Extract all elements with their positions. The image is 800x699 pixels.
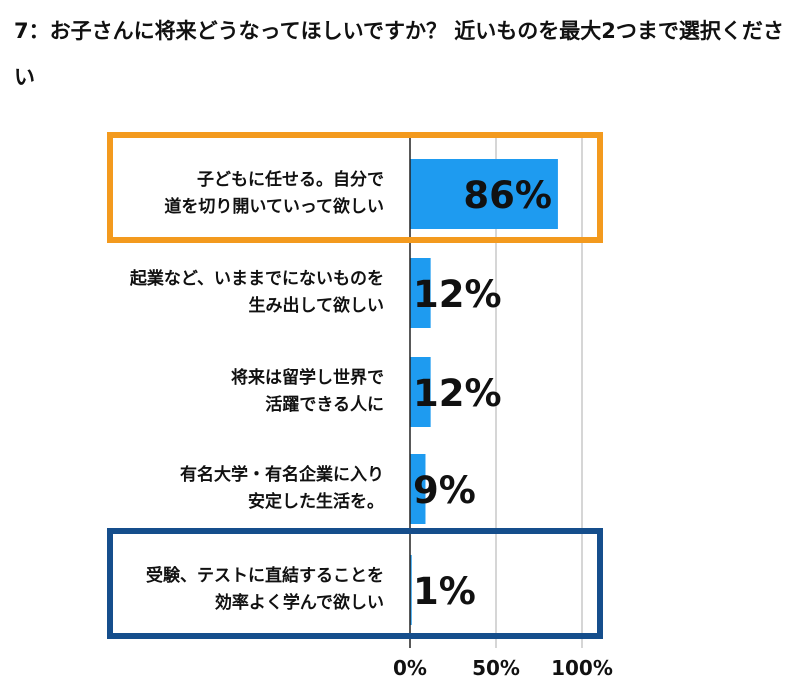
category-label-3: 将来は留学し世界で活躍できる人に — [231, 367, 384, 415]
bar-5 — [410, 555, 412, 625]
category-label-line: 有名大学・有名企業に入り — [180, 464, 384, 485]
category-label-line: 将来は留学し世界で — [231, 367, 384, 388]
category-label-line: 安定した生活を。 — [248, 491, 384, 512]
category-label-line: 道を切り開いていって欲しい — [164, 196, 384, 217]
value-label-1: 86% — [463, 174, 552, 217]
category-label-line: 受験、テストに直結することを — [146, 565, 384, 586]
bar-3 — [410, 357, 431, 427]
category-label-4: 有名大学・有名企業に入り安定した生活を。 — [180, 464, 384, 512]
value-label-4: 9% — [413, 469, 476, 512]
category-label-line: 生み出して欲しい — [249, 295, 385, 316]
bar-1 — [410, 159, 558, 229]
highlight-box-1 — [107, 132, 603, 243]
category-label-5: 受験、テストに直結することを効率よく学んで欲しい — [146, 565, 384, 613]
category-label-line: 効率よく学んで欲しい — [215, 592, 384, 613]
bar-4 — [410, 454, 426, 524]
category-label-2: 起業など、いままでにないものを生み出して欲しい — [129, 268, 384, 316]
value-label-2: 12% — [413, 273, 502, 316]
question-title: 7：お子さんに将来どうなってほしいですか？ 近いものを最大2つまで選択ください — [14, 8, 784, 100]
question-number: 7： — [14, 19, 50, 43]
category-label-line: 起業など、いままでにないものを — [129, 268, 384, 289]
bar-2 — [410, 258, 431, 328]
value-label-3: 12% — [413, 372, 502, 415]
question-text: お子さんに将来どうなってほしいですか？ 近いものを最大2つまで選択ください — [14, 19, 784, 89]
highlight-box-5 — [107, 528, 603, 639]
x-tick-label-0%: 0% — [393, 656, 427, 680]
category-label-line: 活躍できる人に — [265, 394, 384, 415]
x-tick-label-50%: 50% — [472, 656, 520, 680]
value-label-5: 1% — [413, 570, 476, 613]
category-label-1: 子どもに任せる。自分で道を切り開いていって欲しい — [164, 169, 384, 217]
x-tick-label-100%: 100% — [551, 656, 613, 680]
category-label-line: 子どもに任せる。自分で — [197, 169, 384, 190]
